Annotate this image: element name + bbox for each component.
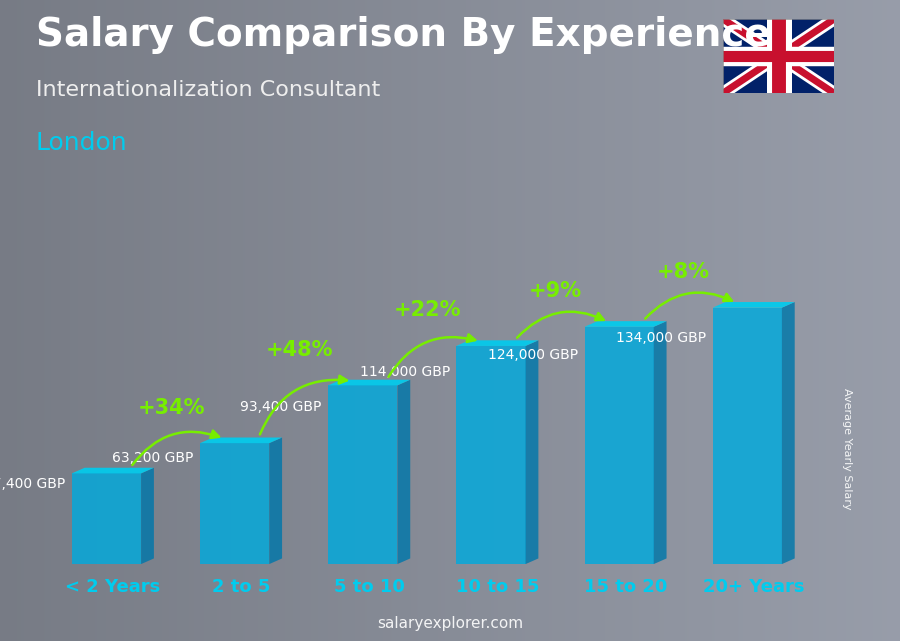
Text: 63,200 GBP: 63,200 GBP: [112, 451, 194, 465]
Text: Internationalization Consultant: Internationalization Consultant: [36, 80, 380, 100]
Polygon shape: [584, 321, 667, 327]
Polygon shape: [398, 379, 410, 564]
Text: Average Yearly Salary: Average Yearly Salary: [842, 388, 852, 510]
Polygon shape: [141, 468, 154, 564]
Polygon shape: [782, 302, 795, 564]
Text: +34%: +34%: [138, 397, 205, 417]
Text: 15 to 20: 15 to 20: [584, 578, 667, 596]
Polygon shape: [328, 379, 410, 385]
Polygon shape: [526, 340, 538, 564]
Polygon shape: [653, 321, 667, 564]
Text: London: London: [36, 131, 128, 155]
Text: 114,000 GBP: 114,000 GBP: [360, 365, 450, 379]
Text: 93,400 GBP: 93,400 GBP: [240, 400, 322, 414]
Text: +22%: +22%: [393, 301, 461, 320]
Polygon shape: [72, 474, 141, 564]
Text: < 2 Years: < 2 Years: [66, 578, 160, 596]
Polygon shape: [713, 302, 795, 308]
Polygon shape: [584, 327, 653, 564]
Polygon shape: [72, 468, 154, 474]
Polygon shape: [269, 438, 282, 564]
Text: 10 to 15: 10 to 15: [455, 578, 539, 596]
Polygon shape: [328, 385, 398, 564]
Text: salaryexplorer.com: salaryexplorer.com: [377, 617, 523, 631]
Text: 47,400 GBP: 47,400 GBP: [0, 478, 66, 491]
Text: 5 to 10: 5 to 10: [334, 578, 405, 596]
Text: 20+ Years: 20+ Years: [703, 578, 805, 596]
Text: 124,000 GBP: 124,000 GBP: [488, 348, 578, 362]
Polygon shape: [713, 308, 782, 564]
Text: Salary Comparison By Experience: Salary Comparison By Experience: [36, 16, 770, 54]
Polygon shape: [456, 340, 538, 346]
Polygon shape: [200, 438, 282, 443]
Polygon shape: [200, 443, 269, 564]
Text: +48%: +48%: [266, 340, 333, 360]
Text: +8%: +8%: [657, 262, 710, 282]
Text: 134,000 GBP: 134,000 GBP: [616, 331, 706, 345]
Text: +9%: +9%: [529, 281, 582, 301]
Text: 2 to 5: 2 to 5: [212, 578, 270, 596]
Polygon shape: [456, 346, 526, 564]
